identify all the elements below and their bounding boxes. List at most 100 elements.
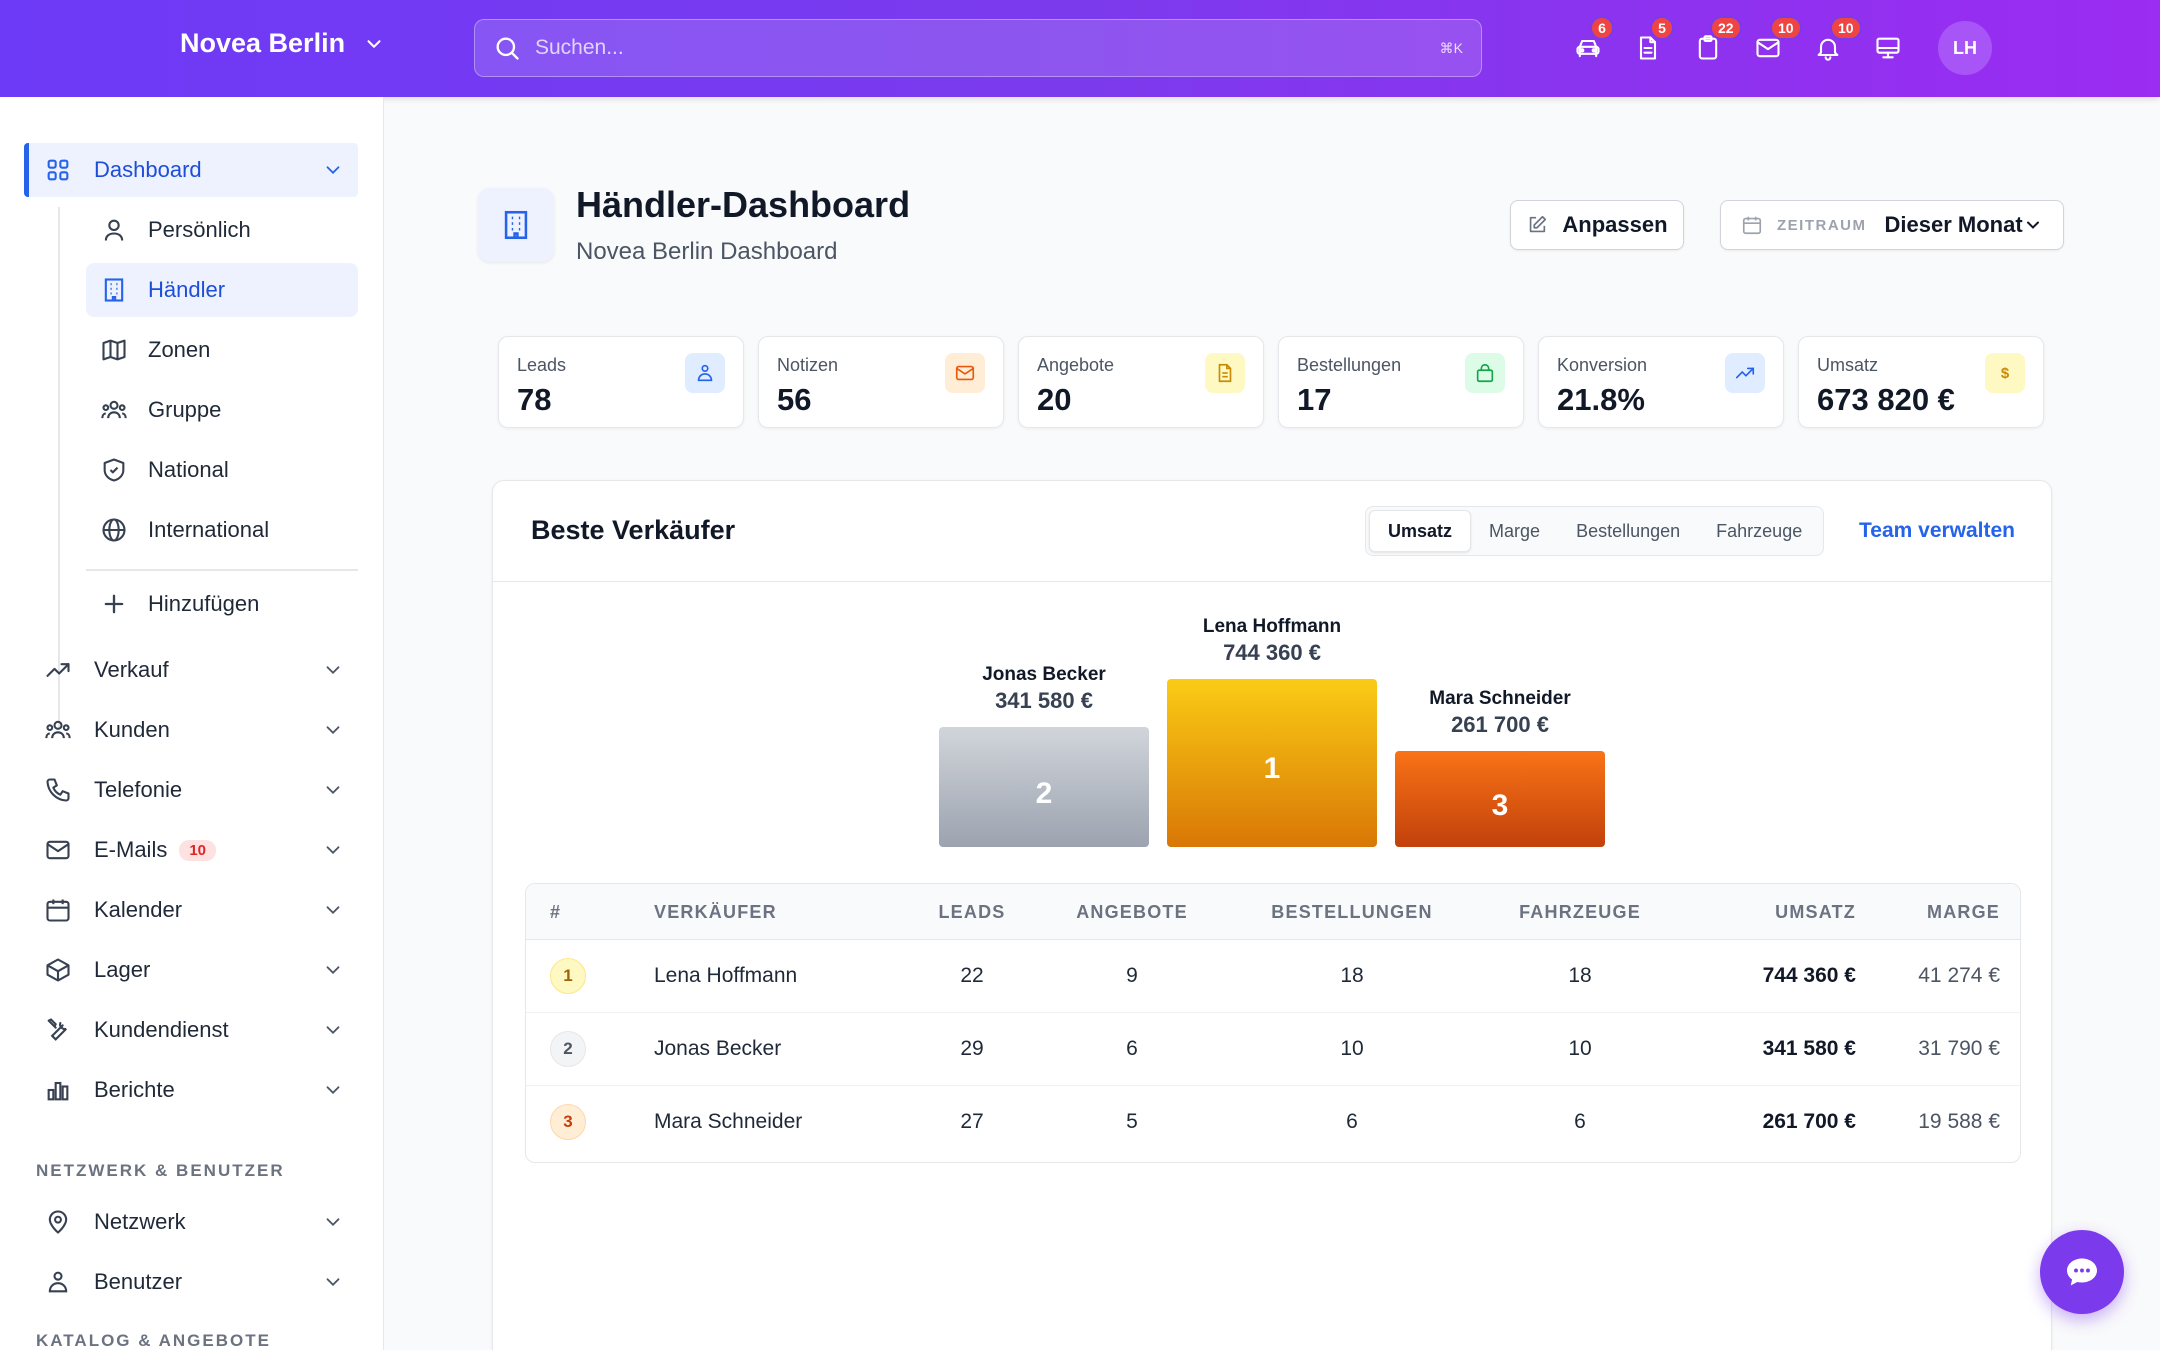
table-row[interactable]: 1 Lena Hoffmann 22 9 18 18 744 360 € 41 … <box>526 940 2020 1013</box>
sidebar-item-inventory[interactable]: Lager <box>24 943 358 997</box>
user-icon <box>104 219 124 241</box>
customize-button[interactable]: Anpassen <box>1510 200 1684 250</box>
sidebar-item-dashboard[interactable]: Dashboard <box>24 143 358 197</box>
podium-bronze[interactable]: 3 Mara Schneider 261 700 € <box>1395 688 1605 847</box>
shield-icon <box>103 458 125 482</box>
sidebar-item-label: Telefonie <box>94 777 183 802</box>
rank-badge: 2 <box>550 1031 586 1067</box>
sidebar-item-label: Zonen <box>148 337 211 362</box>
chevron-down-icon <box>326 786 340 795</box>
sidebar-item-network[interactable]: Netzwerk <box>24 1195 358 1249</box>
column-header: VERKÄUFER <box>654 902 777 922</box>
card-divider <box>493 581 2051 582</box>
sidebar-item-emails[interactable]: E-Mails 10 <box>24 823 358 877</box>
stat-value: 78 <box>517 382 552 417</box>
stat-card-offers[interactable]: Angebote 20 <box>1018 336 1264 428</box>
sidebar-item-calendar[interactable]: Kalender <box>24 883 358 937</box>
podium-bar <box>1167 679 1377 847</box>
revenue-cell: 261 700 € <box>1762 1110 1856 1133</box>
sidebar-subitem-national[interactable]: National <box>86 443 358 497</box>
customize-label: Anpassen <box>1562 212 1668 237</box>
search-box[interactable]: ⌘K <box>474 19 1482 77</box>
notification-badge: 10 <box>1830 16 1862 40</box>
chat-bubble-icon <box>2067 1258 2097 1286</box>
sidebar-subitem-personal[interactable]: Persönlich <box>86 203 358 257</box>
search-shortcut: ⌘K <box>1439 39 1463 56</box>
orders-cell: 18 <box>1340 964 1364 987</box>
stat-card-notes[interactable]: Notizen 56 <box>758 336 1004 428</box>
seller-name: Mara Schneider <box>654 1110 803 1133</box>
leads-cell: 27 <box>960 1110 984 1133</box>
stat-value: 17 <box>1297 382 1332 417</box>
page-title: Händler-Dashboard <box>576 184 911 225</box>
sidebar-item-telephony[interactable]: Telefonie <box>24 763 358 817</box>
sidebar-item-label: Hinzufügen <box>148 591 260 616</box>
orders-cell: 10 <box>1340 1037 1364 1060</box>
chevron-down-icon <box>326 1086 340 1095</box>
column-header: UMSATZ <box>1775 902 1856 922</box>
column-header: BESTELLUNGEN <box>1271 902 1433 922</box>
stat-value: 21.8% <box>1557 382 1645 417</box>
manage-team-link[interactable]: Team verwalten <box>1859 519 2016 542</box>
sidebar-item-sales[interactable]: Verkauf <box>24 643 358 697</box>
table-row[interactable]: 2 Jonas Becker 29 6 10 10 341 580 € 31 7… <box>526 1013 2020 1086</box>
users-icon <box>45 720 71 739</box>
document-icon[interactable]: 5 <box>1628 16 1674 78</box>
stat-card-leads[interactable]: Leads 78 <box>498 336 744 428</box>
column-header: FAHRZEUGE <box>1519 902 1641 922</box>
stat-label: Konversion <box>1557 355 1648 375</box>
sidebar-item-label: Netzwerk <box>94 1209 186 1234</box>
page-subtitle: Novea Berlin Dashboard <box>576 238 838 265</box>
building-icon <box>478 188 554 262</box>
chevron-down-icon <box>326 1278 340 1287</box>
location-pin-icon <box>48 1210 68 1234</box>
sidebar-subitem-add[interactable]: Hinzufügen <box>86 577 358 631</box>
podium-silver[interactable]: 2 Jonas Becker 341 580 € <box>939 664 1149 847</box>
car-icon[interactable]: 6 <box>1568 16 1614 78</box>
column-header: MARGE <box>1927 902 2000 922</box>
submenu-line <box>58 207 60 729</box>
monitor-icon[interactable] <box>1868 18 1908 78</box>
card-title: Beste Verkäufer <box>531 515 736 545</box>
stat-card-conversion[interactable]: Konversion 21.8% <box>1538 336 1784 428</box>
sidebar-item-users[interactable]: Benutzer <box>24 1255 358 1309</box>
sidebar-subitem-group[interactable]: Gruppe <box>86 383 358 437</box>
sidebar-subitem-zones[interactable]: Zonen <box>86 323 358 377</box>
document-icon <box>1205 353 1245 393</box>
top-bar: Novea Berlin ⌘K 6 5 22 10 10 LH <box>0 0 2160 97</box>
mail-icon[interactable]: 10 <box>1748 16 1802 78</box>
podium-gold[interactable]: 1 Lena Hoffmann 744 360 € <box>1167 616 1377 847</box>
sidebar-item-customers[interactable]: Kunden <box>24 703 358 757</box>
chat-button[interactable] <box>2040 1230 2124 1314</box>
tab-margin[interactable]: Marge <box>1489 520 1541 541</box>
tab-revenue[interactable]: Umsatz <box>1369 510 1472 552</box>
vehicles-cell: 10 <box>1568 1037 1592 1060</box>
tab-vehicles[interactable]: Fahrzeuge <box>1716 520 1803 541</box>
orders-cell: 6 <box>1346 1110 1358 1133</box>
chevron-down-icon <box>326 666 340 675</box>
section-title-network: NETZWERK & BENUTZER <box>36 1161 285 1180</box>
column-header: LEADS <box>938 902 1006 922</box>
bar-chart-icon <box>47 1081 69 1101</box>
margin-cell: 19 588 € <box>1918 1110 2000 1133</box>
metric-tabs: Umsatz Marge Bestellungen Fahrzeuge <box>1365 506 1825 556</box>
sidebar-item-reports[interactable]: Berichte <box>24 1063 358 1117</box>
avatar[interactable]: LH <box>1938 21 1992 75</box>
tab-orders[interactable]: Bestellungen <box>1576 520 1681 541</box>
brand-switcher[interactable]: Novea Berlin <box>180 28 385 59</box>
sidebar-subitem-international[interactable]: International <box>86 503 358 557</box>
search-input[interactable] <box>535 36 1440 60</box>
podium-name: Mara Schneider <box>1429 688 1571 709</box>
stat-card-revenue[interactable]: Umsatz 673 820 € $ <box>1798 336 2044 428</box>
building-icon <box>104 278 124 302</box>
table-row[interactable]: 3 Mara Schneider 27 5 6 6 261 700 € 19 5… <box>526 1086 2020 1159</box>
stat-card-orders[interactable]: Bestellungen 17 <box>1278 336 1524 428</box>
sidebar-subitem-dealer[interactable]: Händler <box>86 263 358 317</box>
sidebar-item-label: E-Mails <box>94 837 168 862</box>
clipboard-icon[interactable]: 22 <box>1688 16 1742 78</box>
period-select[interactable]: ZEITRAUM Dieser Monat <box>1720 200 2064 250</box>
bell-icon[interactable]: 10 <box>1808 16 1862 78</box>
chevron-down-icon <box>326 846 340 855</box>
sidebar-item-service[interactable]: Kundendienst <box>24 1003 358 1057</box>
offers-cell: 6 <box>1126 1037 1138 1060</box>
